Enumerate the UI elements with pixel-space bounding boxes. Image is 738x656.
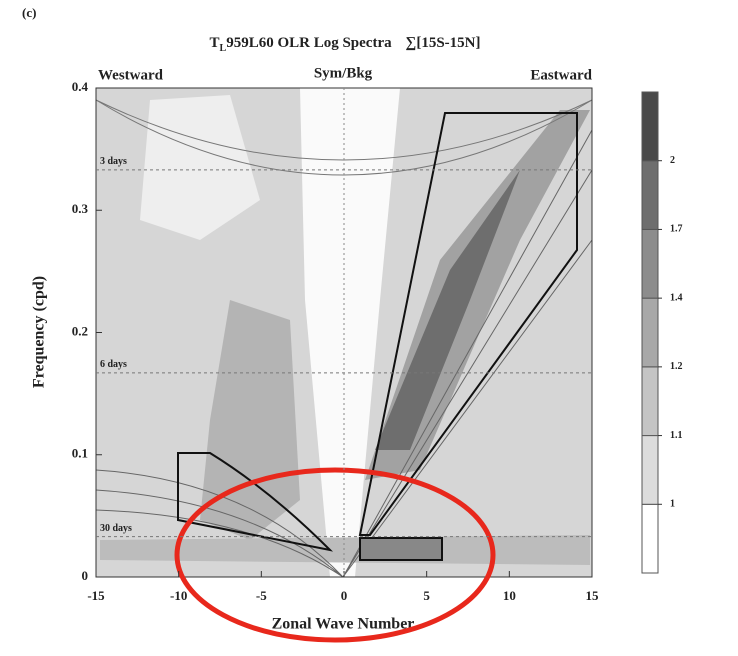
annotation: Sym/Bkg: [314, 65, 373, 81]
x-tick-label: 15: [586, 588, 600, 603]
shade: [200, 300, 300, 540]
colorbar-label: 1.4: [670, 292, 683, 303]
shade: [375, 170, 520, 450]
period-label: 6 days: [100, 359, 127, 370]
x-tick-label: -10: [170, 588, 187, 603]
dispersion-curve: [342, 129, 593, 578]
colorbar-box: [641, 297, 659, 368]
y-tick-label: 0.4: [72, 79, 89, 94]
title-part: ∑[15S-15N]: [406, 35, 481, 51]
period-label: 30 days: [100, 523, 132, 534]
y-tick-label: 0.2: [72, 323, 88, 338]
y-tick-label: 0.1: [72, 446, 88, 461]
filter-box: [359, 537, 443, 561]
colorbar-label: 1: [670, 499, 675, 510]
x-tick-label: -15: [87, 588, 105, 603]
filter-box: [177, 452, 334, 552]
contour-field: [95, 88, 593, 578]
title-part: T: [210, 35, 220, 51]
x-tick-label: -5: [256, 588, 267, 603]
y-tick-label: 0: [82, 568, 89, 583]
colorbar-box: [641, 91, 659, 162]
period-label: 3 days: [100, 156, 127, 167]
filter-box: [358, 112, 578, 536]
x-axis-label: Zonal Wave Number: [272, 616, 415, 633]
chart-title: TL959L60 OLR Log Spectra ∑[15S-15N]: [210, 35, 481, 54]
annotation: Westward: [98, 67, 164, 83]
highlight-ellipse: [174, 467, 496, 643]
annotation: Eastward: [530, 67, 592, 83]
colorbar-box: [641, 160, 659, 230]
y-axis-label: Frequency (cpd): [31, 276, 48, 388]
colorbar-box: [641, 503, 659, 574]
colorbar-box: [641, 435, 659, 505]
x-tick-label: 10: [503, 588, 516, 603]
colorbar-label: 1.7: [670, 224, 683, 235]
x-tick-label: 0: [341, 588, 348, 603]
colorbar-label: 2: [670, 155, 675, 166]
shade: [100, 535, 590, 565]
colorbar-label: 1.1: [670, 430, 683, 441]
dispersion-curve: [95, 469, 344, 578]
panel-label: (c): [22, 5, 36, 20]
title-part: L: [220, 43, 227, 54]
x-tick-label: 5: [423, 588, 430, 603]
colorbar-box: [641, 366, 659, 437]
shade: [300, 88, 400, 577]
shade: [140, 95, 260, 240]
y-tick-label: 0.3: [72, 201, 89, 216]
colorbar-label: 1.2: [670, 361, 683, 372]
colorbar-box: [641, 228, 659, 299]
title-part: 959L60 OLR Log Spectra: [226, 35, 392, 51]
